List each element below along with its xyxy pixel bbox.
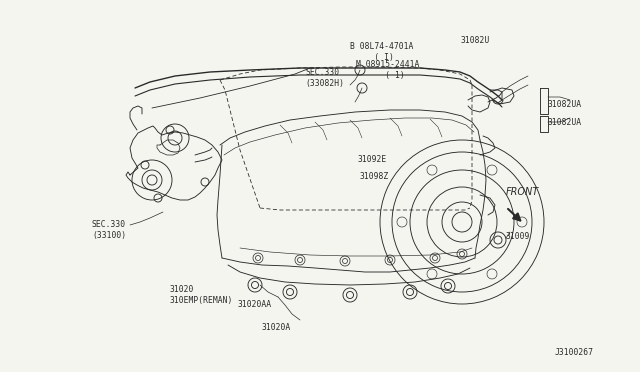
Text: FRONT: FRONT	[506, 187, 540, 197]
Text: J3100267: J3100267	[555, 348, 594, 357]
Text: 31082U: 31082U	[461, 36, 490, 45]
Text: 31092E: 31092E	[358, 155, 387, 164]
Text: 31082UA: 31082UA	[548, 118, 582, 127]
Text: 31082UA: 31082UA	[548, 100, 582, 109]
Text: 31020A: 31020A	[262, 323, 291, 332]
Text: M 08915-2441A
      ( 1): M 08915-2441A ( 1)	[356, 60, 419, 80]
Text: SEC.330
(33082H): SEC.330 (33082H)	[305, 68, 344, 88]
Text: 31020
310EMP(REMAN): 31020 310EMP(REMAN)	[170, 285, 234, 305]
Text: 31098Z: 31098Z	[360, 172, 389, 181]
Text: SEC.330
(33100): SEC.330 (33100)	[92, 220, 126, 240]
Text: 31009: 31009	[506, 232, 531, 241]
Text: 31020AA: 31020AA	[238, 300, 272, 309]
Text: B 08L74-4701A
     ( I): B 08L74-4701A ( I)	[350, 42, 413, 62]
